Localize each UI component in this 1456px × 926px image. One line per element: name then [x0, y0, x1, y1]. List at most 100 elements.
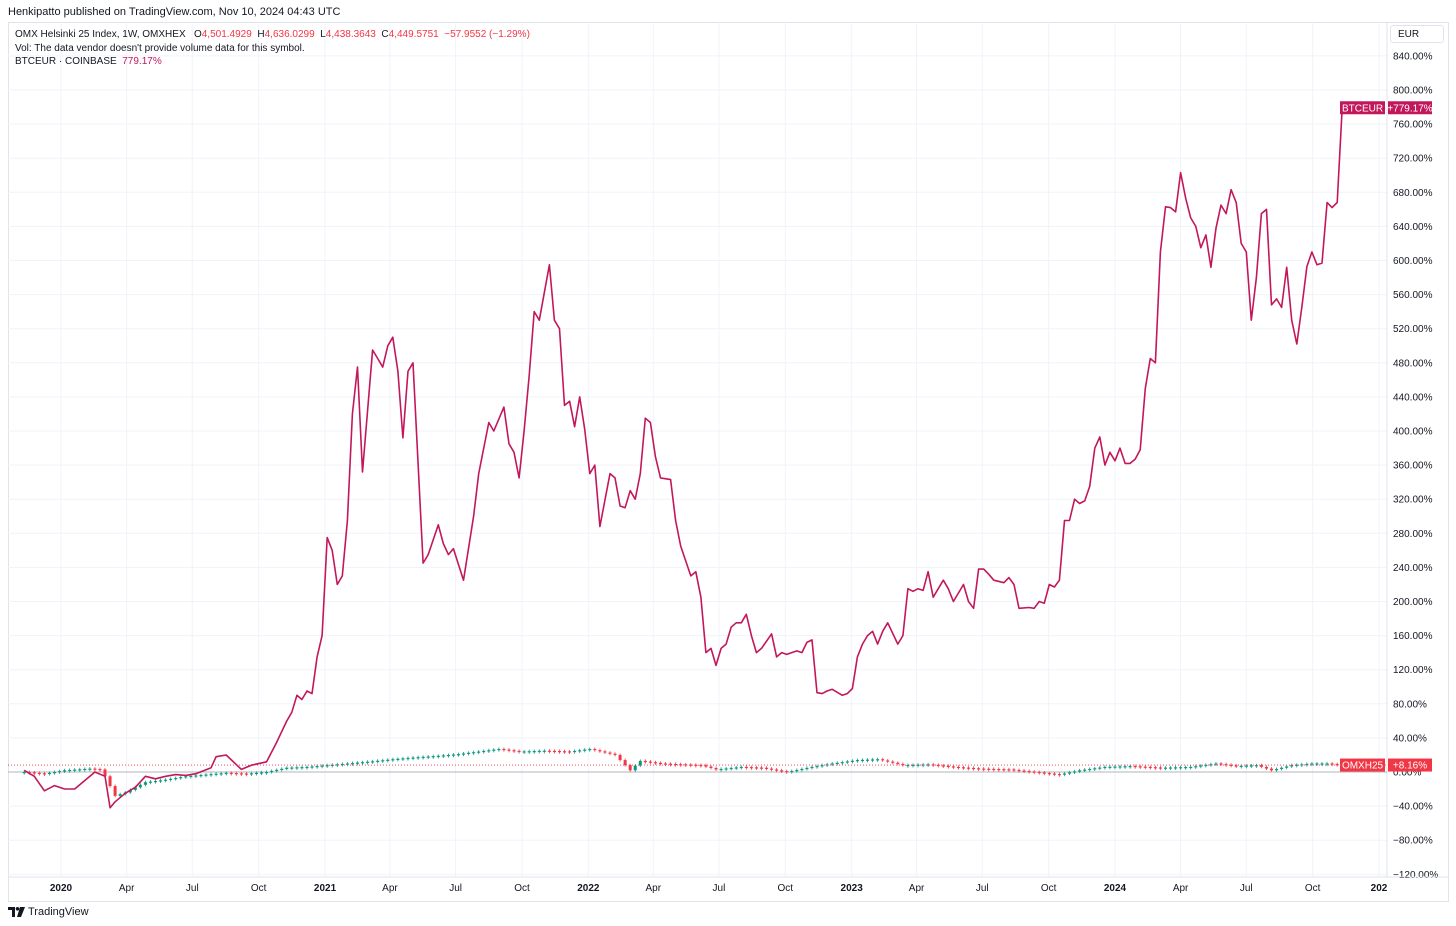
omxh25-candle [517, 750, 521, 753]
omxh25-candle [1057, 774, 1061, 776]
omxh25-candle [209, 774, 213, 776]
omxh25-candle [219, 773, 223, 775]
omxh25-candle [653, 762, 657, 764]
omxh25-candle [1290, 765, 1294, 767]
omxh25-candle [295, 767, 299, 769]
omxh25-candle [73, 769, 77, 771]
omxh25-candle [487, 750, 491, 752]
omxh25-candle [472, 752, 476, 754]
x-tick-label: Oct [1305, 883, 1321, 894]
omxh25-candle [1022, 770, 1026, 772]
omxh25-candle [1320, 763, 1324, 765]
omxh25-candle [1325, 763, 1329, 765]
x-tick-label: 202 [1371, 883, 1388, 894]
legend-c-value: 4,449.5751 [388, 29, 439, 40]
omxh25-candle [1027, 770, 1031, 773]
y-tick-label: 280.00% [1393, 529, 1433, 540]
omxh25-candle [265, 772, 269, 774]
btceur-value-label: +779.17% [1387, 103, 1432, 114]
omxh25-candle [744, 766, 748, 769]
omxh25-candle [618, 754, 622, 761]
y-tick-label: 840.00% [1393, 51, 1433, 62]
omxh25-candle [1073, 771, 1077, 773]
legend-compare-symbol: BTCEUR · COINBASE [15, 56, 117, 67]
omxh25-candle [249, 773, 253, 775]
legend-h-label: H [257, 29, 265, 40]
omxh25-value-label: +8.16% [1393, 761, 1427, 772]
omxh25-candle [37, 772, 41, 775]
omxh25-candle [961, 767, 965, 769]
omxh25-candle [759, 767, 763, 769]
omxh25-candle [537, 750, 541, 753]
omxh25-candle [103, 769, 107, 777]
omxh25-candle [492, 749, 496, 751]
y-tick-label: 80.00% [1393, 699, 1427, 710]
omxh25-candle [729, 767, 733, 770]
omxh25-candle [1088, 768, 1092, 771]
omxh25-candle [1078, 770, 1082, 772]
omxh25-candle [835, 762, 839, 764]
y-tick-label: −120.00% [1393, 870, 1438, 881]
omxh25-candle [1113, 766, 1117, 768]
omxh25-candle [391, 759, 395, 761]
x-tick-label: 2020 [50, 883, 73, 894]
omxh25-candle [1254, 765, 1258, 767]
legend-c-label: C [381, 29, 389, 40]
omxh25-candle [381, 760, 385, 762]
omxh25-candle [214, 773, 218, 775]
omxh25-candle [467, 752, 471, 755]
omxh25-candle [709, 766, 713, 769]
omxh25-candle [800, 768, 804, 771]
omxh25-candle [881, 759, 885, 761]
omxh25-candle [310, 766, 314, 768]
omxh25-candle [446, 754, 450, 757]
omxh25-candle [108, 776, 112, 787]
omxh25-candle [421, 756, 425, 759]
y-tick-label: 120.00% [1393, 665, 1433, 676]
omxh25-candle [154, 780, 158, 783]
omxh25-candle [1068, 772, 1072, 774]
y-tick-label: −40.00% [1393, 802, 1433, 813]
omxh25-candle [1264, 766, 1268, 769]
omxh25-candle [699, 764, 703, 767]
y-tick-label: 160.00% [1393, 631, 1433, 642]
omxh25-candle [143, 782, 147, 785]
omxh25-candle [184, 776, 188, 778]
omxh25-candle [946, 765, 950, 768]
omxh25-candle [739, 766, 743, 769]
currency-button[interactable]: EUR [1390, 25, 1444, 43]
tradingview-brand[interactable]: TradingView [8, 906, 89, 918]
omxh25-candle [1163, 767, 1167, 769]
y-tick-label: 320.00% [1393, 495, 1433, 506]
omxh25-candle [901, 763, 905, 766]
omxh25-candle [891, 761, 895, 763]
omxh25-candle [361, 762, 365, 764]
omxh25-candle [285, 767, 289, 769]
omxh25-candle [855, 760, 859, 762]
omxh25-candle [906, 765, 910, 767]
omxh25-symbol-label: OMXH25 [1342, 761, 1384, 772]
omxh25-candle [68, 769, 72, 772]
omxh25-candle [810, 766, 814, 769]
omxh25-candle [42, 773, 46, 775]
omxh25-candle [355, 762, 359, 764]
omxh25-candle [734, 767, 738, 769]
omxh25-candle [956, 766, 960, 769]
btceur-symbol-tag [1340, 101, 1385, 115]
x-tick-label: Oct [778, 883, 794, 894]
omxh25-candle [1007, 769, 1011, 771]
x-tick-label: Jul [449, 883, 462, 894]
omxh25-candle [1179, 767, 1183, 769]
legend-compare-row[interactable]: BTCEUR · COINBASE 779.17% [15, 55, 530, 69]
omxh25-candle [1148, 766, 1152, 769]
omxh25-candle [1335, 763, 1339, 766]
y-tick-label: 40.00% [1393, 733, 1427, 744]
x-tick-label: Jul [1240, 883, 1253, 894]
omxh25-candle [568, 751, 572, 753]
legend-compare-value: 779.17% [122, 56, 162, 67]
omxh25-candle [1103, 766, 1107, 769]
legend-main-row[interactable]: OMX Helsinki 25 Index, 1W, OMXHEX O4,501… [15, 28, 530, 42]
omxh25-candle [1184, 767, 1188, 769]
omxh25-candle [1017, 769, 1021, 772]
